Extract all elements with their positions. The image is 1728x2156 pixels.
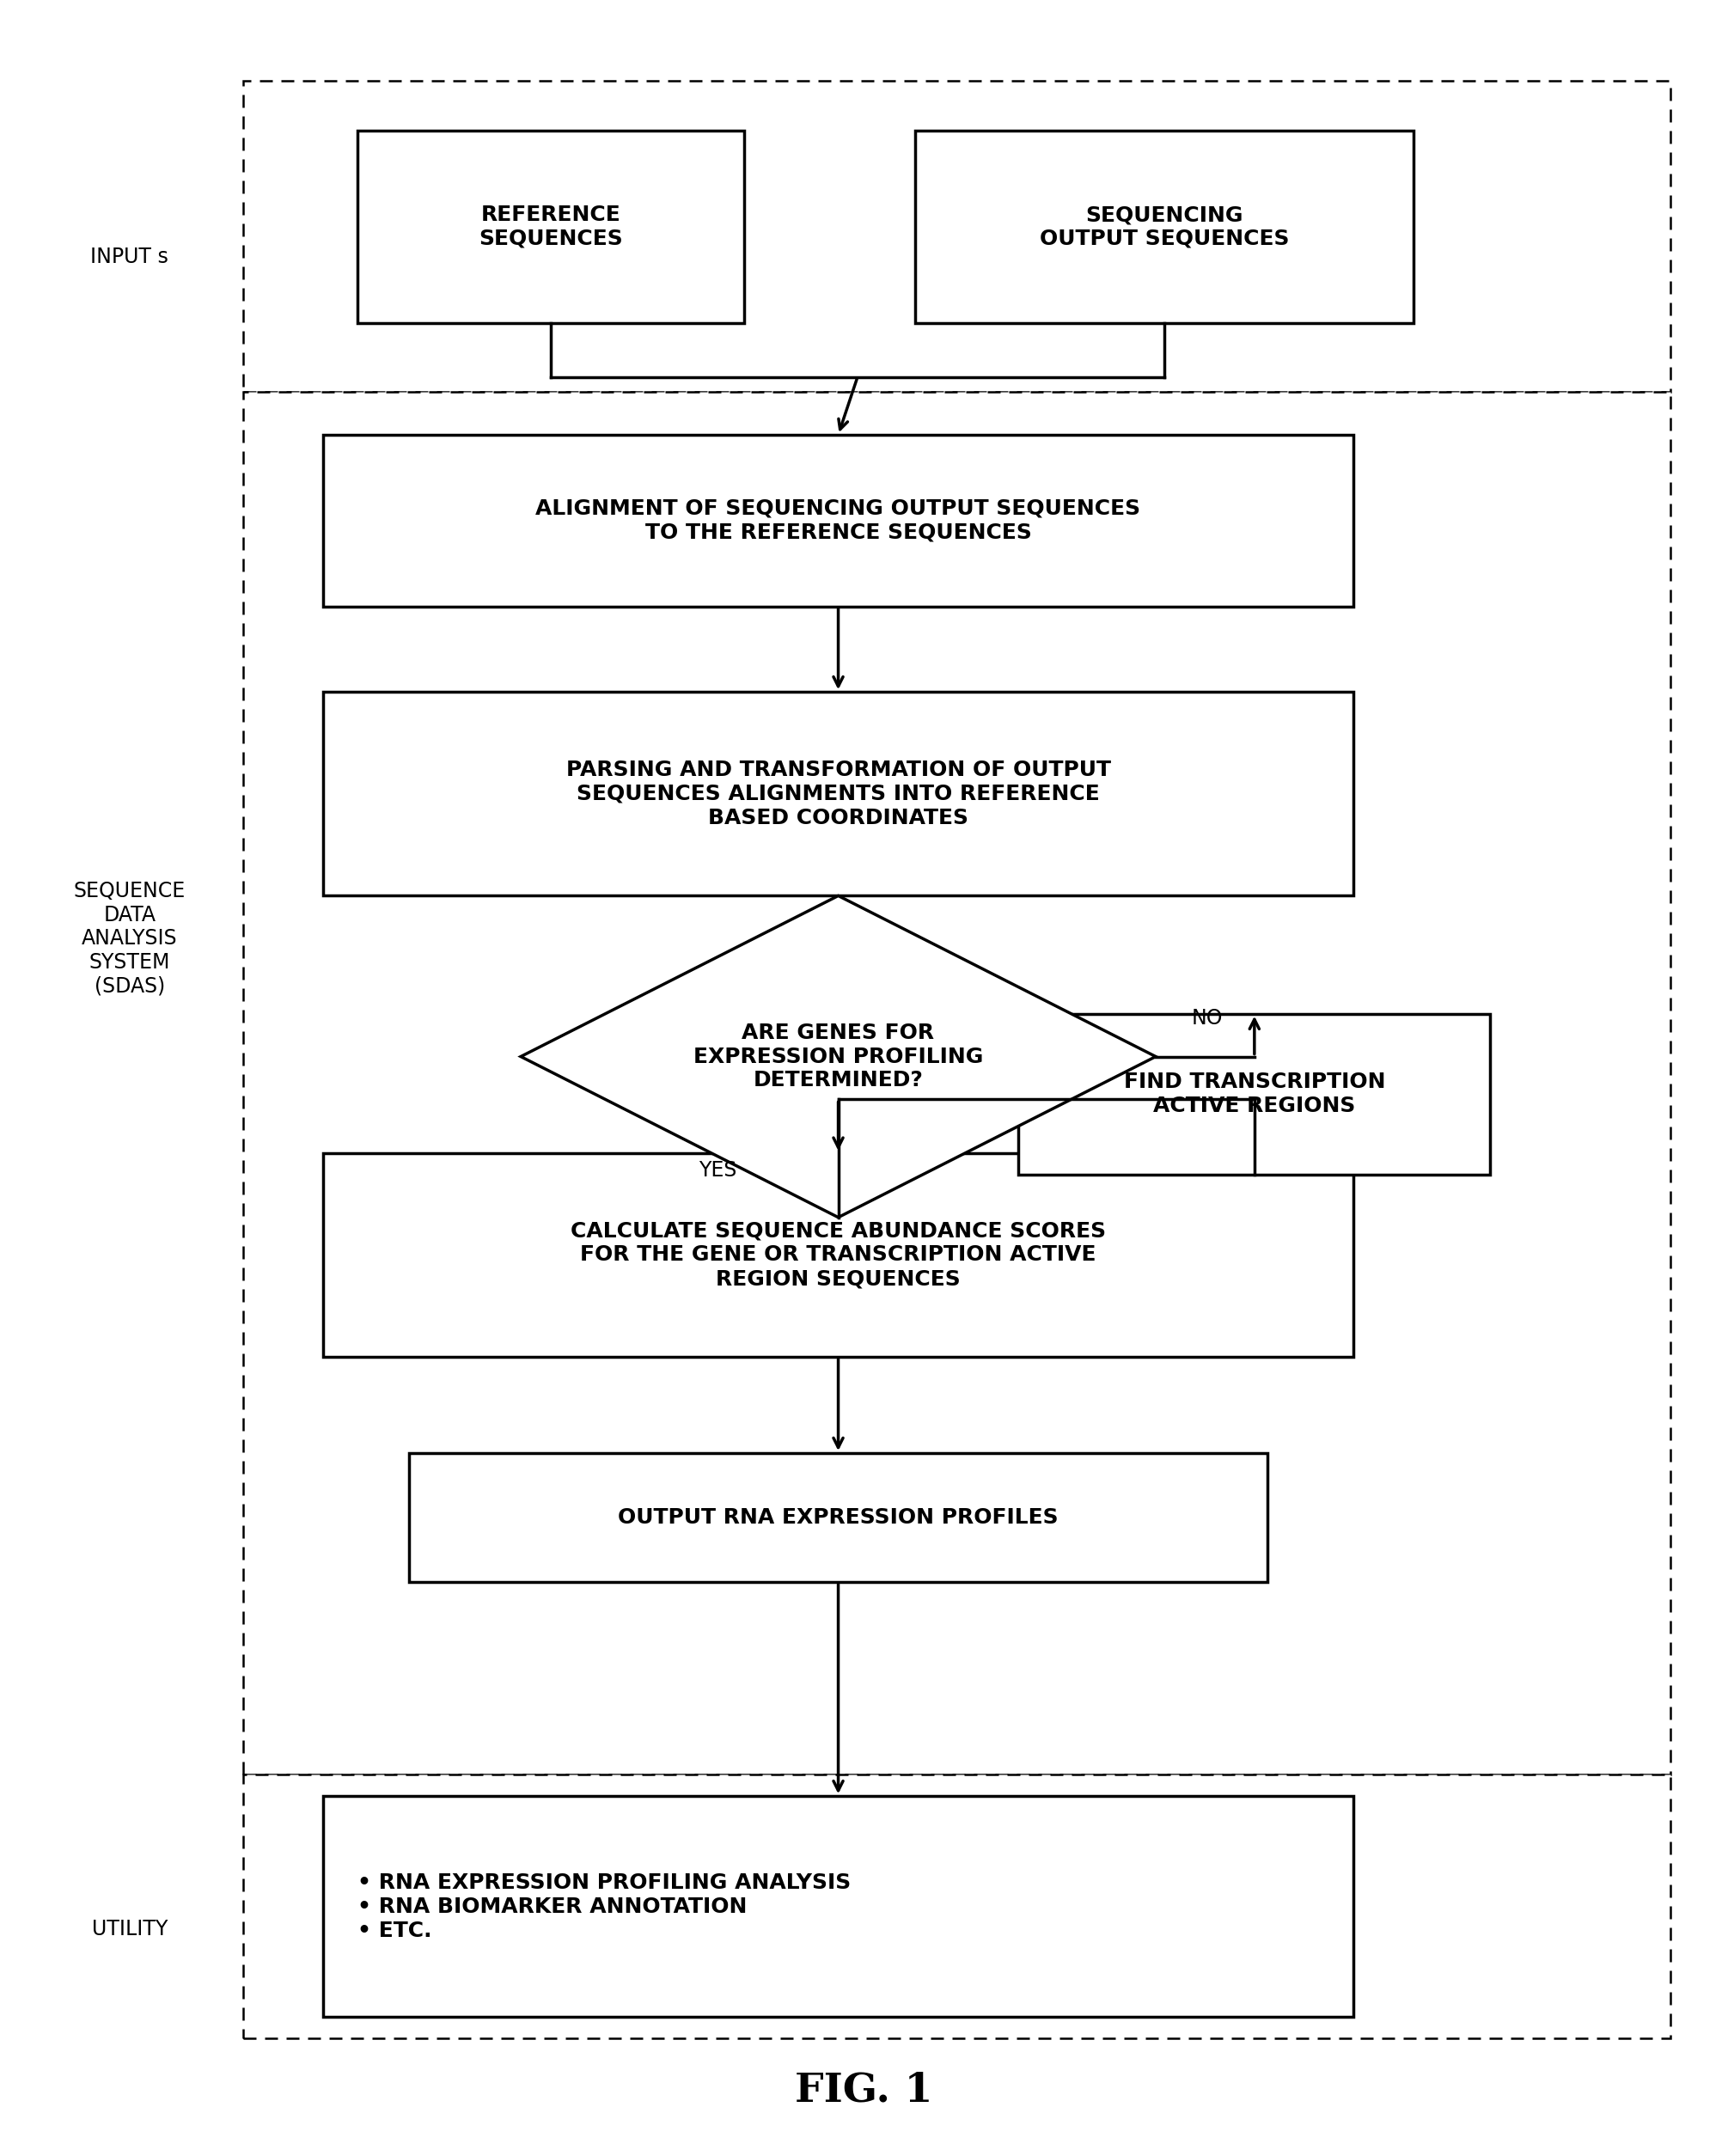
FancyBboxPatch shape — [323, 1153, 1353, 1356]
Text: NO: NO — [1192, 1007, 1223, 1028]
Text: PARSING AND TRANSFORMATION OF OUTPUT
SEQUENCES ALIGNMENTS INTO REFERENCE
BASED C: PARSING AND TRANSFORMATION OF OUTPUT SEQ… — [565, 759, 1111, 828]
Text: ALIGNMENT OF SEQUENCING OUTPUT SEQUENCES
TO THE REFERENCE SEQUENCES: ALIGNMENT OF SEQUENCING OUTPUT SEQUENCES… — [536, 498, 1140, 543]
Text: UTILITY: UTILITY — [92, 1919, 168, 1940]
Text: • RNA EXPRESSION PROFILING ANALYSIS
• RNA BIOMARKER ANNOTATION
• ETC.: • RNA EXPRESSION PROFILING ANALYSIS • RN… — [358, 1871, 852, 1940]
Text: SEQUENCE
DATA
ANALYSIS
SYSTEM
(SDAS): SEQUENCE DATA ANALYSIS SYSTEM (SDAS) — [74, 880, 185, 996]
Text: YES: YES — [700, 1160, 738, 1181]
Text: CALCULATE SEQUENCE ABUNDANCE SCORES
FOR THE GENE OR TRANSCRIPTION ACTIVE
REGION : CALCULATE SEQUENCE ABUNDANCE SCORES FOR … — [570, 1220, 1106, 1289]
FancyBboxPatch shape — [323, 692, 1353, 895]
FancyBboxPatch shape — [244, 392, 1671, 1774]
Text: OUTPUT RNA EXPRESSION PROFILES: OUTPUT RNA EXPRESSION PROFILES — [619, 1507, 1059, 1529]
Text: INPUT s: INPUT s — [90, 246, 169, 267]
Text: REFERENCE
SEQUENCES: REFERENCE SEQUENCES — [479, 205, 622, 250]
FancyBboxPatch shape — [1018, 1013, 1490, 1175]
Text: ARE GENES FOR
EXPRESSION PROFILING
DETERMINED?: ARE GENES FOR EXPRESSION PROFILING DETER… — [693, 1022, 983, 1091]
FancyBboxPatch shape — [244, 82, 1671, 392]
Text: FIG. 1: FIG. 1 — [795, 2070, 933, 2111]
FancyBboxPatch shape — [358, 129, 743, 323]
FancyBboxPatch shape — [323, 1796, 1353, 2018]
Text: FIND TRANSCRIPTION
ACTIVE REGIONS: FIND TRANSCRIPTION ACTIVE REGIONS — [1123, 1072, 1386, 1117]
Text: SEQUENCING
OUTPUT SEQUENCES: SEQUENCING OUTPUT SEQUENCES — [1040, 205, 1289, 250]
FancyBboxPatch shape — [244, 1774, 1671, 2040]
FancyBboxPatch shape — [323, 436, 1353, 606]
FancyBboxPatch shape — [410, 1453, 1267, 1583]
Polygon shape — [520, 895, 1156, 1218]
FancyBboxPatch shape — [916, 129, 1414, 323]
